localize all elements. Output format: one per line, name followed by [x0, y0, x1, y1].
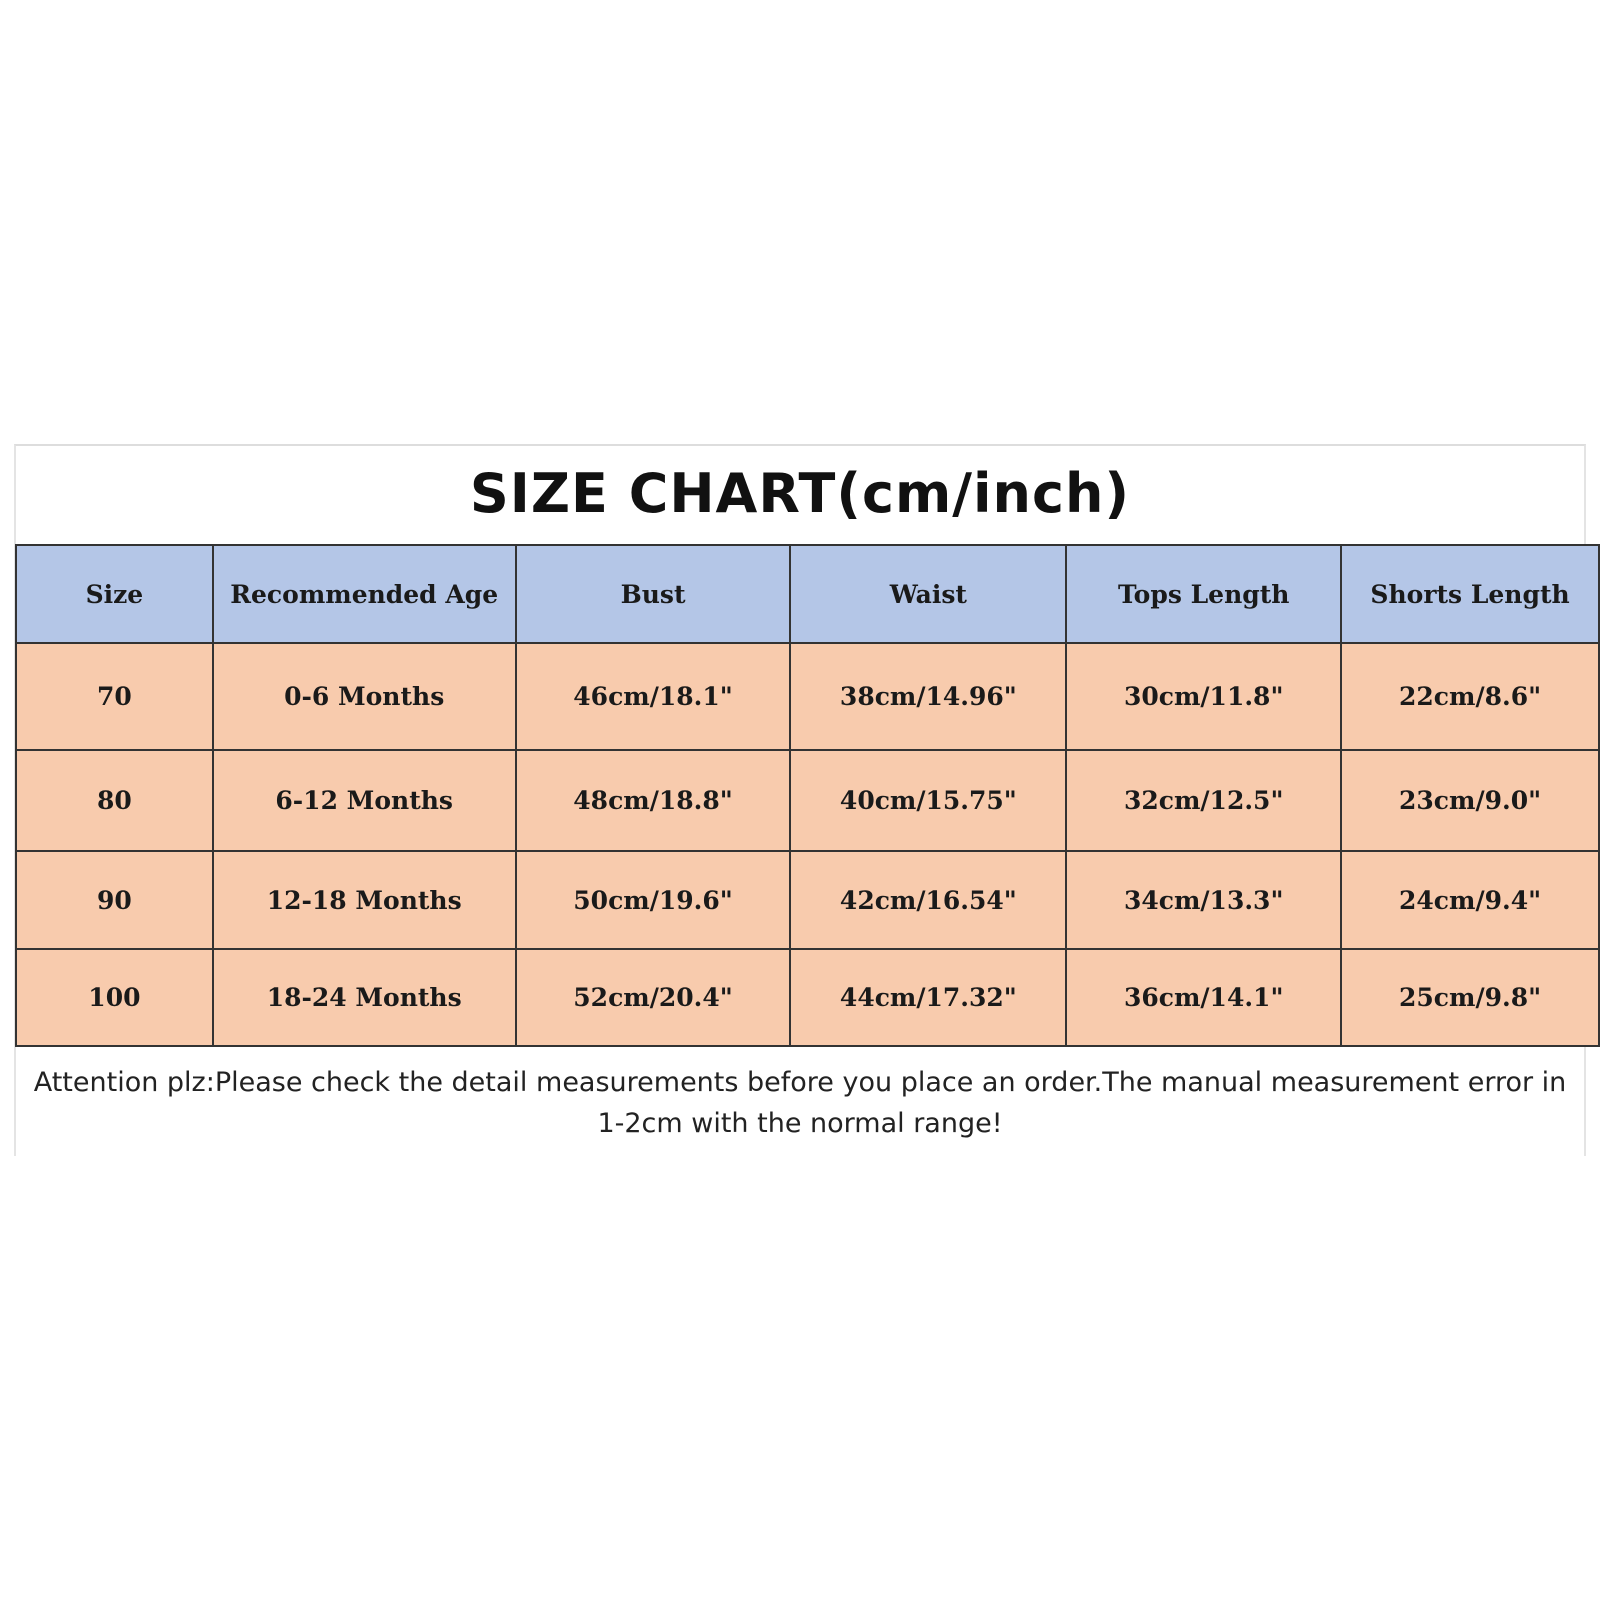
- table-cell: 38cm/14.96": [789, 642, 1068, 751]
- table-cell: 100: [15, 948, 214, 1047]
- table-cell: 46cm/18.1": [514, 642, 792, 751]
- table-cell: 34cm/13.3": [1065, 850, 1343, 950]
- table-cell: 50cm/19.6": [514, 850, 792, 950]
- table-cell: 40cm/15.75": [789, 749, 1068, 852]
- table-cell: 25cm/9.8": [1340, 948, 1600, 1047]
- header-cell: Tops Length: [1065, 544, 1343, 644]
- table-cell: 6-12 Months: [211, 749, 517, 852]
- table-row: 90 12-18 Months 50cm/19.6" 42cm/16.54" 34cm/…: [15, 850, 1600, 950]
- header-row: Size Recommended Age Bust Waist Tops Length S…: [15, 544, 1600, 644]
- table-cell: 22cm/8.6": [1340, 642, 1600, 751]
- table-cell: 0-6 Months: [211, 642, 517, 751]
- header-cell: Size: [15, 544, 214, 644]
- table-row: 80 6-12 Months 48cm/18.8" 40cm/15.75" 32cm/1…: [15, 749, 1600, 852]
- size-table: Size Recommended Age Bust Waist Tops Length S…: [15, 544, 1600, 1047]
- title: SIZE CHART(cm/inch): [469, 462, 1131, 525]
- table-cell: 48cm/18.8": [514, 749, 792, 852]
- table-cell: 24cm/9.4": [1340, 850, 1600, 950]
- table-cell: 80: [15, 749, 214, 852]
- table-cell: 44cm/17.32": [789, 948, 1068, 1047]
- note: Attention plz:Please check the detail me…: [33, 1067, 1567, 1139]
- header-cell: Recommended Age: [211, 544, 517, 644]
- header-cell: Shorts Length: [1340, 544, 1600, 644]
- table-cell: 70: [15, 642, 214, 751]
- header-cell: Waist: [789, 544, 1068, 644]
- header-cell: Bust: [514, 544, 792, 644]
- table-cell: 30cm/11.8": [1065, 642, 1343, 751]
- table-cell: 23cm/9.0": [1340, 749, 1600, 852]
- table-cell: 90: [15, 850, 214, 950]
- table-row: 100 18-24 Months 52cm/20.4" 44cm/17.32" 36cm…: [15, 948, 1600, 1047]
- table-row: 70 0-6 Months 46cm/18.1" 38cm/14.96" 30cm/11…: [15, 642, 1600, 751]
- table-cell: 18-24 Months: [211, 948, 517, 1047]
- table-cell: 12-18 Months: [211, 850, 517, 950]
- table-cell: 42cm/16.54": [789, 850, 1068, 950]
- table-cell: 32cm/12.5": [1065, 749, 1343, 852]
- table-cell: 36cm/14.1": [1065, 948, 1343, 1047]
- table-cell: 52cm/20.4": [514, 948, 792, 1047]
